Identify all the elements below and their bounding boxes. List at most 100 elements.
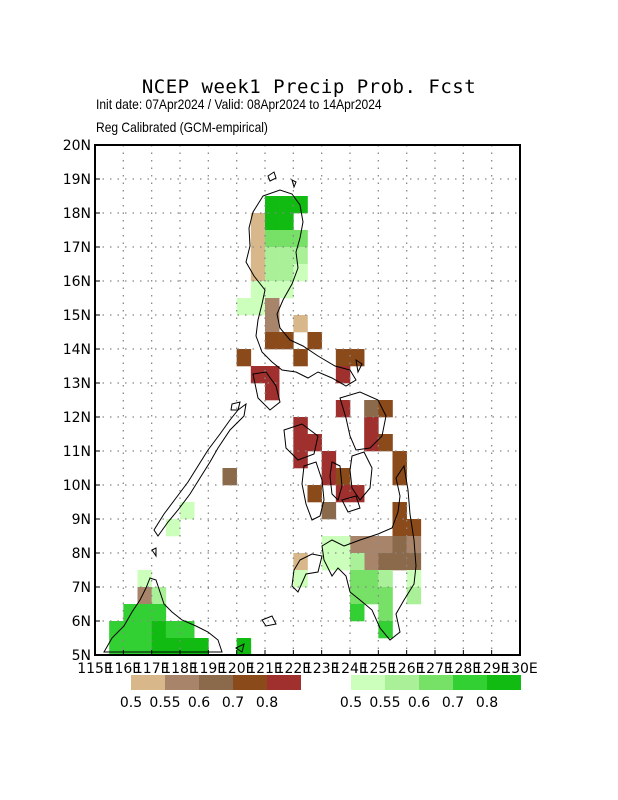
probability-cell xyxy=(364,570,379,588)
probability-cell xyxy=(335,468,351,486)
coastline-tawitawi xyxy=(235,643,245,653)
probability-cell xyxy=(265,196,280,214)
latitude-label: 12N xyxy=(63,410,91,426)
probability-cell xyxy=(406,553,422,571)
latitude-label: 14N xyxy=(63,342,91,358)
probability-cell xyxy=(109,638,124,656)
longitude-label: 125E xyxy=(361,661,397,677)
coastline-bohol xyxy=(341,495,361,513)
probability-cell xyxy=(293,451,308,469)
probability-cell xyxy=(137,621,152,639)
coastline-samar xyxy=(339,391,387,451)
map-subtitle-method: Reg Calibrated (GCM-empirical) xyxy=(96,119,268,135)
map-frame xyxy=(94,144,521,656)
map-subtitle-dates: Init date: 07Apr2024 / Valid: 08Apr2024 … xyxy=(96,96,382,112)
latitude-label: 8N xyxy=(72,546,91,562)
probability-cell xyxy=(250,264,266,282)
axis-ticks xyxy=(94,144,521,656)
probability-cell xyxy=(364,587,379,605)
coastline-balabac xyxy=(151,547,157,558)
probability-cell xyxy=(250,213,266,231)
longitude-label: 116E xyxy=(106,661,142,677)
probability-cell xyxy=(321,502,337,520)
coastline-luzon xyxy=(245,189,357,387)
probability-cell xyxy=(350,553,365,571)
probability-cell xyxy=(406,570,422,588)
probability-cell xyxy=(378,570,393,588)
probability-cell xyxy=(151,638,167,656)
probability-cell xyxy=(307,485,322,503)
probability-cell xyxy=(378,536,393,554)
coastline-mindanao xyxy=(321,464,417,641)
probability-cell xyxy=(350,485,365,503)
legend-label: 0.8 xyxy=(256,695,278,711)
longitude-label: 127E xyxy=(417,661,453,677)
legend-swatch xyxy=(199,675,233,690)
coastline-calamian xyxy=(230,401,241,411)
latitude-label: 20N xyxy=(63,138,91,154)
probability-cells xyxy=(109,196,422,656)
legend-swatch xyxy=(131,675,165,690)
probability-cell xyxy=(109,621,124,639)
probability-cell xyxy=(265,213,280,231)
probability-cell xyxy=(123,638,138,656)
probability-cell xyxy=(392,451,407,469)
probability-cell xyxy=(335,485,351,503)
probability-cell xyxy=(151,621,167,639)
latitude-label: 17N xyxy=(63,240,91,256)
probability-cell xyxy=(350,570,365,588)
probability-cell xyxy=(123,621,138,639)
longitude-label: 118E xyxy=(162,661,198,677)
probability-cell xyxy=(378,587,393,605)
coastline-sulu xyxy=(261,615,277,627)
coastline xyxy=(103,171,417,653)
latitude-label: 9N xyxy=(72,512,91,528)
probability-cell xyxy=(265,281,280,299)
legend-label: 0.55 xyxy=(369,695,400,711)
legend-swatch xyxy=(233,675,267,690)
longitude-label: 126E xyxy=(389,661,425,677)
probability-cell xyxy=(293,230,308,248)
coastline-mindoro xyxy=(252,371,281,411)
probability-cell xyxy=(279,247,294,265)
latitude-label: 13N xyxy=(63,376,91,392)
probability-cell xyxy=(392,502,407,520)
longitude-label: 119E xyxy=(191,661,227,677)
probability-cell xyxy=(165,638,181,656)
probability-cell xyxy=(307,434,322,452)
latitude-label: 10N xyxy=(63,478,91,494)
probability-cell xyxy=(180,621,195,639)
probability-cell xyxy=(293,570,308,588)
latitude-label: 19N xyxy=(63,172,91,188)
probability-cell xyxy=(293,349,308,367)
probability-cell xyxy=(321,451,337,469)
legend-below-normal: 0.5 0.55 0.6 0.7 0.8 xyxy=(120,675,301,711)
probability-cell xyxy=(279,264,294,282)
longitude-label: 115E xyxy=(77,661,113,677)
legend-swatch xyxy=(487,675,521,690)
probability-cell xyxy=(364,553,379,571)
probability-cell xyxy=(293,264,308,282)
coastline-batanes xyxy=(291,179,297,189)
latitude-label: 5N xyxy=(72,648,91,664)
latitude-labels: 5N 6N 7N 8N 9N 10N 11N 12N 13N 14N 15N 16N 17N 18N 19N… xyxy=(63,138,91,664)
latitude-label: 18N xyxy=(63,206,91,222)
map-title: NCEP week1 Precip Prob. Fcst xyxy=(141,76,477,98)
probability-cell xyxy=(321,468,337,486)
longitude-label: 129E xyxy=(474,661,510,677)
probability-cell xyxy=(392,468,407,486)
coastline-babuyan xyxy=(267,171,277,182)
probability-cell xyxy=(194,638,209,656)
coastline-leyte xyxy=(349,451,373,501)
coastline-cebu xyxy=(329,461,343,501)
probability-cell xyxy=(406,587,422,605)
longitude-label: 124E xyxy=(332,661,368,677)
probability-cell xyxy=(236,298,252,316)
probability-cell xyxy=(180,502,195,520)
coastline-negros xyxy=(301,461,325,521)
probability-cell xyxy=(265,298,280,316)
legend-swatch xyxy=(267,675,301,690)
latitude-label: 16N xyxy=(63,274,91,290)
probability-cell xyxy=(378,400,393,418)
